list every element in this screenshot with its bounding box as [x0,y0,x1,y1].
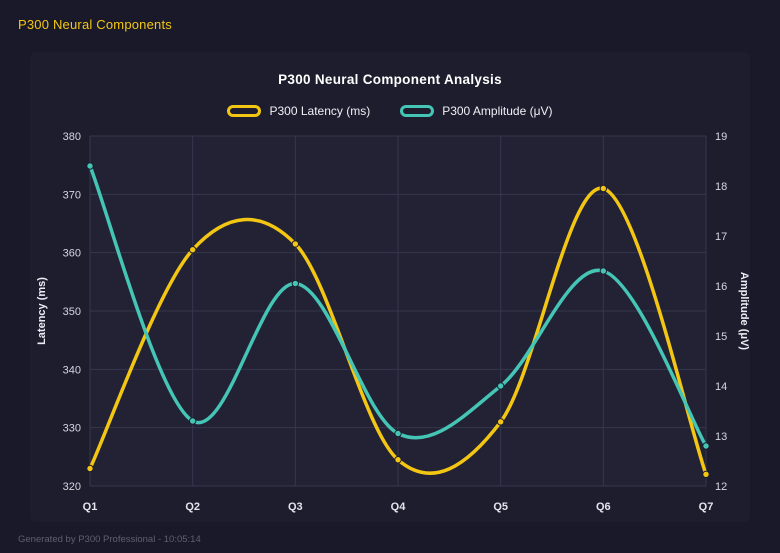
right-axis-tick: 18 [715,181,727,193]
x-axis-label: Q5 [493,501,508,513]
data-point [599,184,608,193]
x-axis-label: Q2 [185,501,200,513]
chart-canvas[interactable]: 320 330 340 350 360 370 380 12 13 14 15 16 17 18 19 Q1 Q… [30,122,750,526]
data-point [496,382,505,390]
x-axis-label: Q6 [596,501,611,513]
app-title: P300 Neural Components [18,17,172,32]
left-axis-tick: 380 [63,131,81,143]
legend-marker [227,105,262,117]
legend-label: P300 Latency (ms) [269,104,371,118]
data-point [86,162,94,170]
x-axis-label: Q7 [699,501,714,513]
legend-item-1[interactable]: P300 Amplitude (μV) [400,104,553,118]
data-point [496,418,505,426]
data-point [86,464,94,473]
left-axis-tick: 340 [63,364,81,376]
left-axis-tick: 330 [63,423,81,435]
chart-title: P300 Neural Component Analysis [278,72,502,87]
legend-item-0[interactable]: P300 Latency (ms) [227,104,370,118]
data-point [394,429,402,438]
chart-card: P300 Neural Component Analysis P300 Late… [30,52,750,522]
data-point [702,470,710,479]
left-axis-title: Latency (ms) [36,277,48,345]
right-axis-tick: 16 [715,281,727,293]
left-axis-tick: 360 [63,248,81,260]
data-point [702,442,710,450]
legend-label: P300 Amplitude (μV) [442,104,553,118]
x-axis-label: Q4 [391,501,407,513]
chart-legend: P300 Latency (ms) P300 Amplitude (μV) [30,104,750,118]
data-point [188,417,197,425]
x-axis-label: Q3 [288,501,303,513]
data-point [599,267,608,275]
data-point [188,246,197,254]
data-point [291,240,300,248]
right-axis-tick: 13 [715,431,727,443]
data-point [291,279,300,288]
left-axis-tick: 350 [63,306,81,318]
right-axis-tick: 15 [715,331,727,343]
left-axis-tick: 370 [63,189,81,201]
right-axis-tick: 14 [715,381,727,393]
right-axis-title: Amplitude (μV) [738,272,750,351]
right-axis-tick: 17 [715,231,727,243]
footer-status: Generated by P300 Professional - 10:05:1… [18,534,201,545]
right-axis-tick: 19 [715,131,727,143]
right-axis-tick: 12 [715,481,727,493]
legend-marker [400,105,435,117]
data-point [394,456,402,464]
x-axis-label: Q1 [83,501,98,513]
left-axis-tick: 320 [63,481,81,493]
